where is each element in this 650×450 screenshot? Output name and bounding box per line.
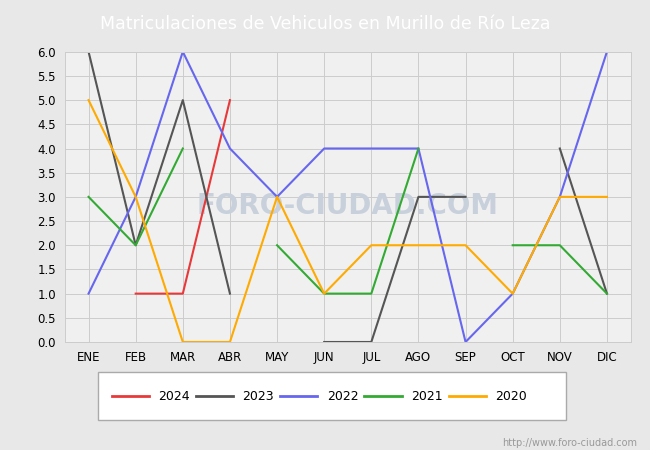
FancyBboxPatch shape [98, 372, 566, 420]
Text: 2021: 2021 [411, 390, 443, 402]
Text: 2024: 2024 [159, 390, 190, 402]
Text: 2020: 2020 [495, 390, 527, 402]
Text: Matriculaciones de Vehiculos en Murillo de Río Leza: Matriculaciones de Vehiculos en Murillo … [99, 14, 551, 33]
Text: http://www.foro-ciudad.com: http://www.foro-ciudad.com [502, 438, 637, 448]
Text: FORO-CIUDAD.COM: FORO-CIUDAD.COM [197, 192, 499, 220]
Text: 2023: 2023 [242, 390, 274, 402]
Text: 2022: 2022 [327, 390, 358, 402]
